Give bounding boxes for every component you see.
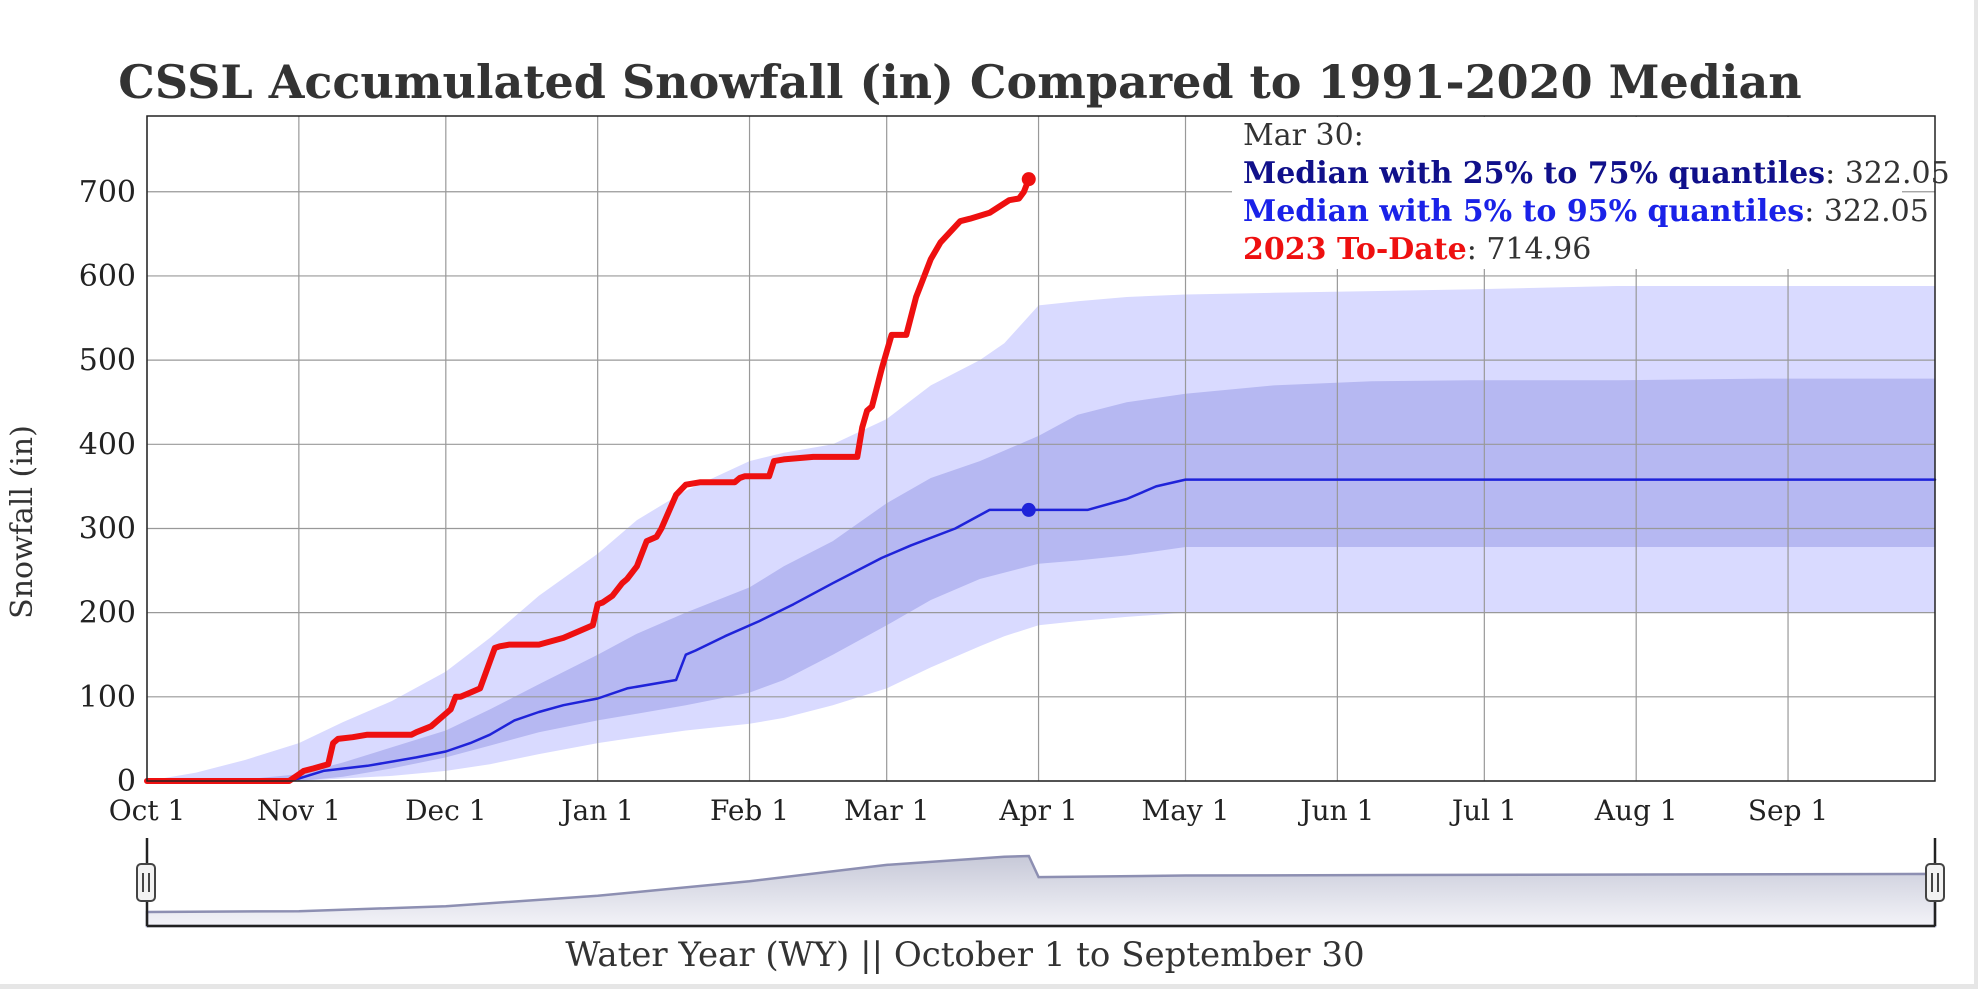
chart-title: CSSL Accumulated Snowfall (in) Compared … [118,55,1801,109]
x-tick-label: Jan 1 [558,794,634,827]
tooltip-label-90: Median with 5% to 95% quantiles [1243,194,1804,229]
y-tick-label: 200 [79,596,136,631]
x-tick-label: Feb 1 [710,794,789,827]
x-axis-ticks: Oct 1 Nov 1 Dec 1 Jan 1 Feb 1 Mar 1 Apr 1 May 1… [109,794,1829,827]
y-axis-label: Snowfall (in) [5,425,40,619]
series-line-median [145,478,1937,783]
y-tick-label: 300 [79,511,136,546]
x-axis-label: Water Year (WY) || October 1 to Septembe… [565,935,1364,975]
y-tick-label: 0 [117,764,136,799]
navigator-area [145,854,1937,928]
range-navigator[interactable] [136,838,1945,928]
plot-border [146,115,1936,782]
x-tick-label: Mar 1 [844,794,929,827]
x-tick-label: Oct 1 [109,794,186,827]
tooltip-value-2023: : 714.96 [1467,232,1592,267]
navigator-left-handle[interactable] [136,863,156,902]
x-tick-label: Dec 1 [405,794,486,827]
marker-2023 [1021,172,1036,187]
x-tick-label: May 1 [1142,794,1230,827]
x-tick-label: Apr 1 [998,794,1077,827]
navigator-right-handle[interactable] [1925,863,1945,902]
y-tick-label: 700 [79,175,136,210]
x-tick-label: Nov 1 [257,794,341,827]
tooltip-row-iqr: Median with 25% to 75% quantiles: 322.05 [1243,156,1950,191]
x-tick-label: Jun 1 [1297,794,1374,827]
series-lines [144,176,1937,784]
tooltip-date: Mar 30: [1243,118,1364,153]
hover-markers [1021,172,1036,517]
y-tick-label: 600 [79,259,136,294]
y-tick-label: 400 [79,427,136,462]
tooltip-label-iqr: Median with 25% to 75% quantiles [1243,156,1825,191]
series-line-2023 [144,176,1032,784]
x-tick-label: Aug 1 [1594,794,1678,827]
tooltip-value-90: : 322.05 [1804,194,1929,229]
tooltip-label-2023: 2023 To-Date [1243,232,1467,267]
hover-tooltip: Mar 30: Median with 25% to 75% quantiles… [1232,117,1950,269]
y-tick-label: 500 [79,343,136,378]
tooltip-background [1232,117,1902,269]
tooltip-row-90: Median with 5% to 95% quantiles: 322.05 [1243,194,1929,229]
y-axis-ticks: 0 100 200 300 400 500 600 700 [79,175,136,799]
y-tick-label: 100 [79,680,136,715]
x-tick-label: Jul 1 [1449,794,1517,827]
tooltip-row-2023: 2023 To-Date: 714.96 [1243,232,1591,267]
tooltip-value-iqr: : 322.05 [1825,156,1950,191]
marker-median [1021,502,1036,517]
x-tick-label: Sep 1 [1748,794,1828,827]
